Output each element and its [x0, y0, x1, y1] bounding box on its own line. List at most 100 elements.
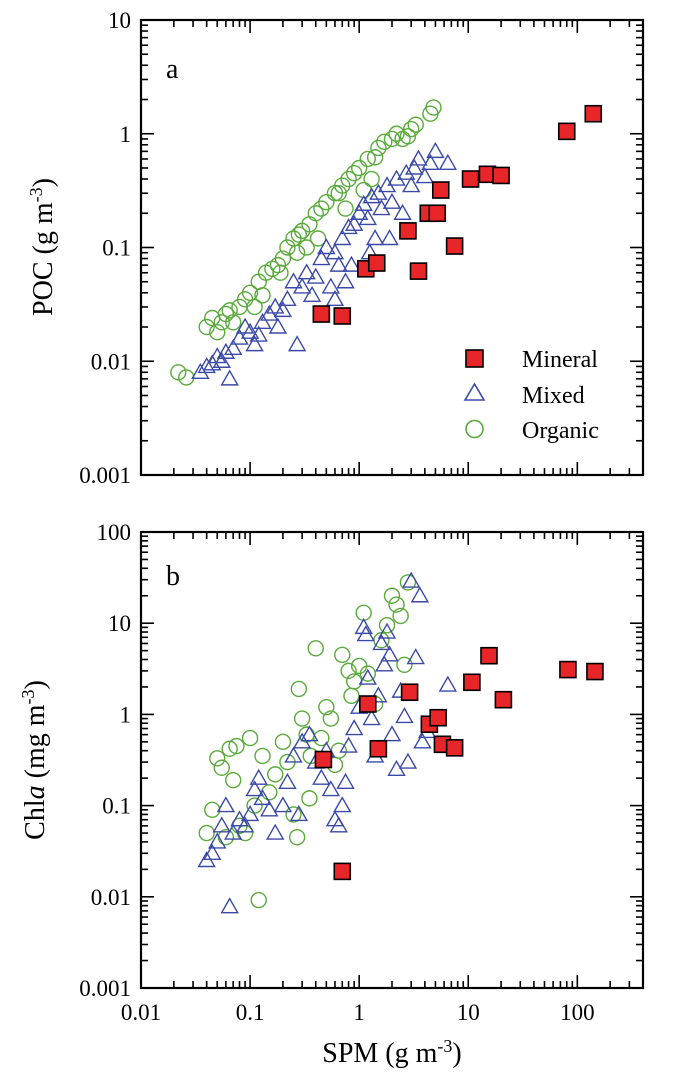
- mixed-point: [317, 238, 336, 255]
- organic-point: [376, 133, 393, 150]
- mixed-point: [410, 586, 430, 603]
- mixed-point: [336, 272, 355, 289]
- mixed-point: [284, 272, 303, 289]
- y-tick-label: 0.01: [91, 349, 131, 374]
- panel-a-points: [170, 99, 603, 386]
- mineral-point: [492, 166, 510, 185]
- y-tick-label: 0.1: [102, 236, 131, 261]
- mineral-point: [559, 660, 577, 679]
- mixed-point: [387, 169, 406, 186]
- organic-point: [254, 287, 271, 304]
- organic-point: [288, 829, 306, 846]
- organic-point: [246, 797, 263, 814]
- organic-point: [241, 729, 259, 747]
- mixed-point: [216, 342, 236, 359]
- mixed-point: [413, 732, 432, 749]
- organic-point: [293, 710, 311, 727]
- organic-point: [274, 733, 292, 751]
- mixed-point: [339, 218, 358, 235]
- mineral-point: [586, 662, 604, 681]
- organic-point: [272, 264, 289, 281]
- mixed-point: [372, 634, 391, 651]
- mixed-point: [289, 805, 309, 822]
- mixed-point: [362, 709, 381, 726]
- organic-point: [425, 99, 442, 116]
- mixed-point: [273, 796, 293, 813]
- mixed-point: [253, 312, 272, 329]
- x-tick-label: 10: [457, 1000, 480, 1025]
- mixed-point: [356, 625, 375, 642]
- mixed-point: [380, 645, 399, 662]
- mixed-point: [339, 736, 358, 753]
- mixed-point: [377, 622, 397, 639]
- organic-point: [313, 729, 330, 747]
- mineral-point: [359, 695, 377, 713]
- mixed-point: [273, 300, 293, 318]
- organic-point: [221, 302, 238, 319]
- mixed-point: [358, 209, 378, 226]
- organic-point: [204, 309, 221, 327]
- mixed-point: [329, 816, 348, 833]
- organic-point: [221, 740, 238, 757]
- organic-point: [250, 891, 267, 909]
- organic-point: [396, 656, 413, 673]
- mixed-point: [382, 192, 402, 209]
- organic-point: [170, 364, 187, 381]
- x-tick-label: 0.01: [121, 1000, 161, 1025]
- mixed-point: [325, 243, 345, 260]
- organic-point: [178, 369, 195, 386]
- mineral-point: [557, 122, 576, 141]
- organic-point: [279, 239, 296, 256]
- organic-point: [366, 149, 384, 166]
- mixed-point: [212, 816, 231, 833]
- x-tick-label: 100: [560, 1000, 595, 1025]
- organic-point: [298, 239, 315, 256]
- mineral-point: [445, 237, 464, 255]
- mineral-point: [399, 222, 417, 240]
- mixed-point: [245, 780, 264, 797]
- legend-mixed-marker: [463, 382, 486, 401]
- x-tick-label: 0.1: [236, 1000, 265, 1025]
- organic-point: [350, 159, 368, 177]
- mineral-point: [409, 262, 428, 280]
- panel-a-y-title: POC (g m-3): [26, 178, 59, 316]
- panel-a-ticks: [140, 19, 644, 476]
- mixed-point: [375, 655, 394, 672]
- organic-point: [246, 298, 263, 316]
- mixed-point: [268, 317, 288, 334]
- organic-point: [318, 698, 335, 716]
- mixed-point: [398, 752, 418, 769]
- x-tick-label: 1: [353, 1000, 365, 1025]
- mixed-point: [402, 176, 421, 193]
- mixed-point: [438, 153, 458, 170]
- organic-point: [254, 747, 271, 765]
- mixed-point: [312, 768, 331, 785]
- x-axis-title: SPM (g m-3): [322, 1036, 461, 1069]
- mineral-point: [445, 739, 464, 757]
- mixed-point: [321, 277, 341, 294]
- mixed-point: [333, 796, 352, 813]
- organic-point: [209, 324, 226, 341]
- mixed-point: [203, 843, 222, 860]
- mineral-point: [584, 104, 603, 123]
- mixed-point: [212, 351, 231, 368]
- panel-a: a 0.001 0.01 0.1 1 10 POC (g m-3) Mineral Mi…: [26, 8, 645, 488]
- organic-point: [334, 646, 351, 664]
- organic-point: [264, 260, 281, 277]
- y-tick-label: 0.001: [79, 976, 131, 1001]
- organic-point: [290, 226, 308, 243]
- mineral-point: [480, 646, 498, 665]
- y-tick-label: 10: [108, 611, 131, 636]
- mineral-point: [312, 305, 331, 323]
- mineral-point: [367, 254, 386, 272]
- mixed-point: [406, 648, 425, 665]
- organic-point: [290, 680, 308, 698]
- organic-point: [383, 587, 401, 604]
- mixed-point: [266, 823, 285, 840]
- organic-point: [209, 750, 226, 767]
- mixed-point: [220, 897, 239, 914]
- organic-point: [359, 665, 377, 682]
- mixed-point: [342, 255, 361, 272]
- mixed-point: [297, 263, 316, 280]
